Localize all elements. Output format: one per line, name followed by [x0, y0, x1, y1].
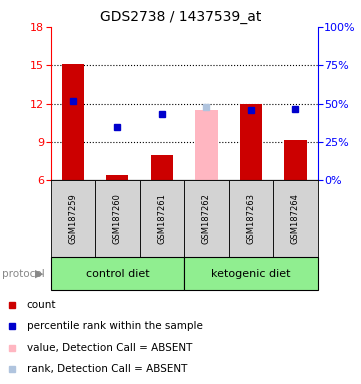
Bar	[151, 155, 173, 180]
FancyBboxPatch shape	[229, 180, 273, 257]
Text: GSM187262: GSM187262	[202, 194, 211, 244]
Text: GDS2738 / 1437539_at: GDS2738 / 1437539_at	[100, 10, 261, 23]
Text: count: count	[27, 300, 56, 310]
FancyBboxPatch shape	[184, 257, 318, 290]
Text: GSM187261: GSM187261	[157, 194, 166, 244]
Text: percentile rank within the sample: percentile rank within the sample	[27, 321, 203, 331]
Text: GSM187259: GSM187259	[68, 194, 77, 244]
Text: ▶: ▶	[35, 268, 43, 279]
Text: GSM187260: GSM187260	[113, 194, 122, 244]
Bar	[240, 104, 262, 180]
Bar	[284, 139, 306, 180]
Bar	[62, 64, 84, 180]
FancyBboxPatch shape	[51, 180, 95, 257]
Bar	[195, 110, 217, 180]
FancyBboxPatch shape	[273, 180, 318, 257]
Text: GSM187264: GSM187264	[291, 194, 300, 244]
Text: GSM187263: GSM187263	[247, 194, 255, 244]
Text: control diet: control diet	[86, 268, 149, 279]
FancyBboxPatch shape	[95, 180, 140, 257]
Bar	[106, 175, 129, 180]
FancyBboxPatch shape	[184, 180, 229, 257]
Text: value, Detection Call = ABSENT: value, Detection Call = ABSENT	[27, 343, 192, 353]
FancyBboxPatch shape	[51, 257, 184, 290]
Text: protocol: protocol	[2, 268, 44, 279]
Text: rank, Detection Call = ABSENT: rank, Detection Call = ABSENT	[27, 364, 187, 374]
Text: ketogenic diet: ketogenic diet	[211, 268, 291, 279]
FancyBboxPatch shape	[140, 180, 184, 257]
